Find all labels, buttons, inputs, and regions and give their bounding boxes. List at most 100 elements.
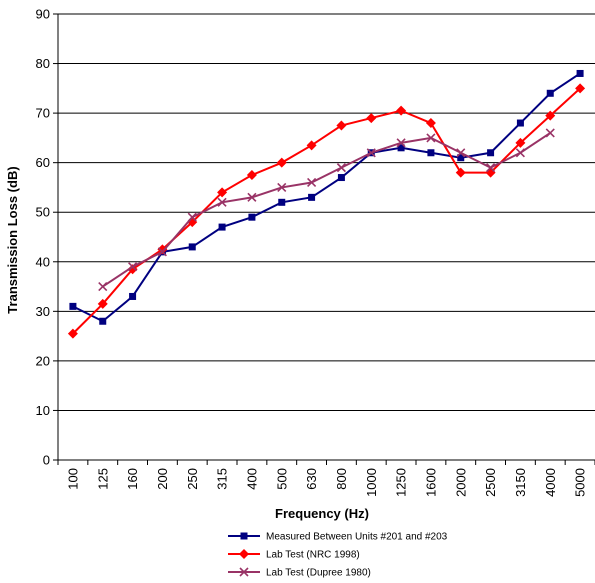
series-line: [72, 72, 581, 323]
data-point: [276, 157, 287, 168]
data-point-stroke: [239, 567, 249, 577]
data-point: [396, 105, 407, 116]
data-point: [308, 193, 316, 201]
x-tick-label: 500: [274, 468, 289, 490]
x-tick-label: 1250: [394, 468, 409, 497]
data-point-stroke: [187, 212, 197, 222]
legend: Measured Between Units #201 and #203 Lab …: [228, 532, 448, 579]
data-point-stroke: [98, 281, 108, 292]
x-axis-ticks: 100 125 160 200 250 315 400 500 630 800 1000 1250 16…: [57, 460, 595, 497]
data-point: [456, 148, 466, 158]
data-point: [277, 182, 287, 193]
data-point: [366, 113, 377, 124]
data-point: [247, 192, 257, 202]
data-point: [427, 149, 435, 157]
y-tick-label: 90: [36, 7, 50, 22]
y-axis-ticks: 0 10 20 30 40 50 60 70 80 90: [36, 7, 58, 468]
data-point: [515, 148, 525, 158]
data-point: [336, 120, 347, 131]
y-tick-label: 60: [36, 155, 50, 170]
data-point: [336, 163, 346, 173]
x-tick-label: 2500: [483, 468, 498, 497]
data-point: [546, 89, 554, 97]
data-point-stroke: [396, 138, 406, 148]
y-tick-label: 30: [36, 304, 50, 319]
legend-label: Lab Test (NRC 1998): [266, 550, 360, 561]
data-point: [486, 163, 496, 173]
data-point: [545, 128, 555, 138]
y-tick-label: 10: [36, 403, 50, 418]
data-point-stroke: [366, 148, 376, 158]
y-tick-label: 50: [36, 205, 50, 220]
data-point: [188, 243, 196, 251]
data-point: [337, 174, 345, 182]
x-tick-label: 200: [155, 468, 170, 490]
legend-entry: Lab Test (Dupree 1980): [228, 567, 371, 579]
x-tick-label: 4000: [543, 468, 558, 497]
data-point: [218, 223, 226, 231]
data-point-stroke: [128, 262, 138, 272]
data-point: [127, 264, 138, 275]
x-tick-label: 315: [215, 468, 230, 490]
data-point: [217, 187, 228, 198]
y-tick-label: 70: [36, 106, 50, 121]
data-point: [239, 567, 249, 577]
series-group: [67, 69, 586, 339]
data-point: [306, 140, 317, 151]
data-point: [576, 69, 584, 77]
x-tick-label: 160: [125, 468, 140, 490]
data-point: [217, 197, 227, 207]
y-tick-label: 40: [36, 254, 50, 269]
x-tick-label: 1000: [364, 468, 379, 497]
data-point-stroke: [545, 128, 555, 138]
legend-label: Measured Between Units #201 and #203: [266, 532, 448, 543]
grid: [58, 13, 595, 411]
x-tick-label: 800: [334, 468, 349, 490]
data-point: [425, 118, 436, 129]
data-point: [396, 138, 406, 148]
data-point: [246, 170, 257, 181]
data-point-stroke: [217, 197, 227, 207]
series-lab-test-nrc-1998: [67, 83, 586, 339]
x-tick-label: 630: [304, 468, 319, 490]
x-tick-label: 400: [244, 468, 259, 490]
x-axis-title: Frequency (Hz): [275, 506, 369, 521]
x-tick-label: 125: [95, 468, 110, 490]
data-point: [98, 281, 108, 292]
data-point: [516, 119, 524, 127]
data-point: [545, 110, 556, 121]
x-tick-label: 2000: [453, 468, 468, 497]
data-point: [575, 83, 586, 94]
data-point: [239, 549, 249, 559]
legend-label: Lab Test (Dupree 1980): [266, 568, 371, 579]
data-point-stroke: [486, 163, 496, 173]
data-point: [187, 212, 197, 222]
data-point-stroke: [336, 163, 346, 173]
x-tick-label: 1600: [423, 468, 438, 497]
series-lab-test-dupree-1980: [98, 128, 555, 292]
legend-entry: Measured Between Units #201 and #203: [228, 532, 448, 543]
x-tick-label: 250: [185, 468, 200, 490]
data-point: [67, 328, 78, 339]
data-point: [487, 149, 495, 157]
data-point: [157, 244, 168, 255]
x-tick-label: 3150: [513, 468, 528, 497]
series-measured-between-units-201-and-203: [69, 69, 584, 325]
data-point-stroke: [307, 177, 317, 188]
data-point: [99, 317, 107, 325]
data-point-stroke: [515, 148, 525, 158]
data-point-stroke: [157, 247, 167, 257]
axes: [57, 14, 595, 461]
data-point-stroke: [456, 148, 466, 158]
data-point: [248, 213, 256, 221]
data-point-stroke: [277, 182, 287, 193]
data-point: [240, 532, 248, 540]
y-axis-title: Transmission Loss (dB): [5, 166, 20, 313]
data-point: [129, 292, 137, 300]
series-line: [72, 87, 581, 335]
data-point-stroke: [426, 133, 436, 143]
data-point: [515, 137, 526, 148]
data-point: [457, 154, 465, 162]
x-tick-label: 5000: [573, 468, 588, 497]
data-point: [97, 298, 108, 309]
